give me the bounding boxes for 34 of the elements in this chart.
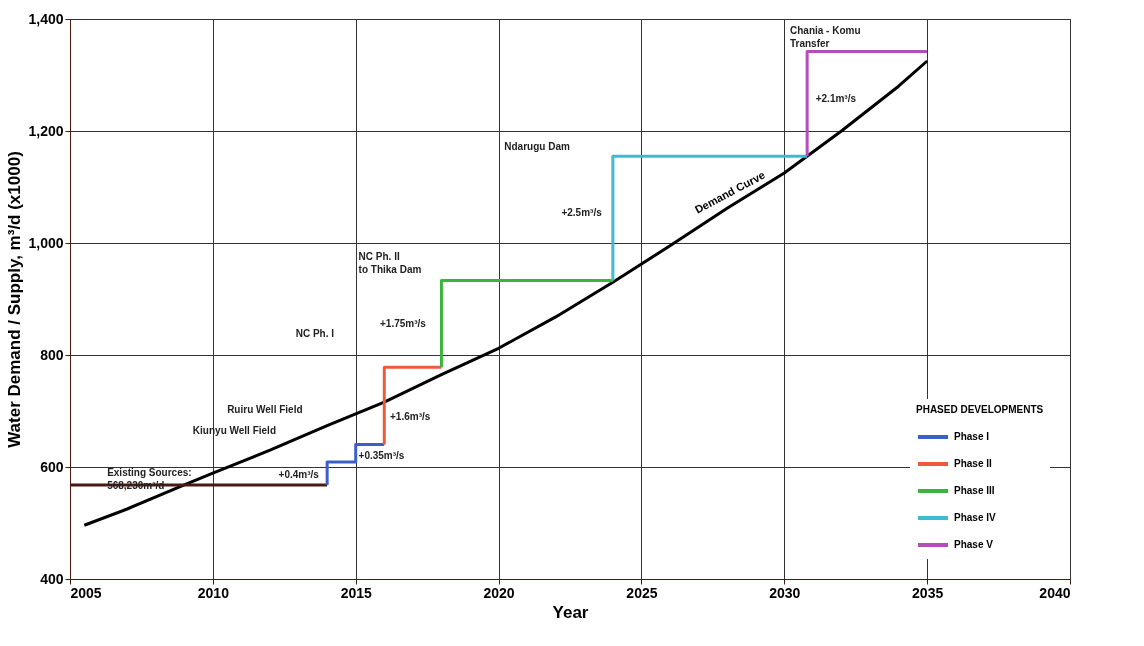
annotation: +1.6m³/s bbox=[390, 411, 431, 423]
annotation: Chania - Komu Transfer bbox=[790, 25, 861, 50]
y-tick-label: 1,200 bbox=[28, 122, 64, 139]
x-tick-label: 2040 bbox=[1039, 584, 1071, 601]
x-tick-label: 2030 bbox=[769, 584, 801, 601]
annotation: Ndarugu Dam bbox=[504, 140, 570, 152]
annotation: Existing Sources: 568,230m³/d bbox=[107, 466, 192, 491]
y-tick-label: 800 bbox=[40, 346, 64, 363]
annotation: NC Ph. I bbox=[295, 328, 335, 340]
legend-label: Phase IV bbox=[954, 512, 997, 523]
legend-label: Phase III bbox=[954, 485, 995, 496]
y-axis-title: Water Demand / Supply, m³/d (x1000) bbox=[5, 151, 25, 448]
annotation: Ruiru Well Field bbox=[227, 403, 303, 415]
legend-label: Phase II bbox=[954, 458, 993, 469]
y-tick-label: 1,000 bbox=[28, 234, 64, 251]
legend-label: Phase I bbox=[954, 431, 990, 442]
x-tick-label: 2035 bbox=[912, 584, 944, 601]
y-tick-label: 1,400 bbox=[28, 10, 64, 27]
x-axis-title: Year bbox=[552, 602, 589, 622]
annotation: +0.35m³/s bbox=[358, 450, 405, 462]
legend-label: Phase V bbox=[954, 539, 994, 550]
x-tick-label: 2025 bbox=[626, 584, 658, 601]
x-tick-label: 2015 bbox=[340, 584, 372, 601]
x-tick-label: 2020 bbox=[483, 584, 515, 601]
annotation: +0.4m³/s bbox=[278, 468, 320, 480]
x-tick-label: 2010 bbox=[197, 584, 230, 601]
annotation: NC Ph. II to Thika Dam bbox=[358, 251, 422, 275]
annotation: +2.5m³/s bbox=[561, 206, 603, 218]
y-tick-label: 600 bbox=[40, 458, 64, 475]
y-tick-label: 400 bbox=[40, 570, 64, 587]
legend-title: PHASED DEVELOPMENTS bbox=[916, 404, 1044, 415]
annotation: +1.75m³/s bbox=[380, 317, 427, 329]
annotation: +2.1m³/s bbox=[815, 93, 857, 105]
x-tick-label: 2005 bbox=[70, 584, 102, 601]
